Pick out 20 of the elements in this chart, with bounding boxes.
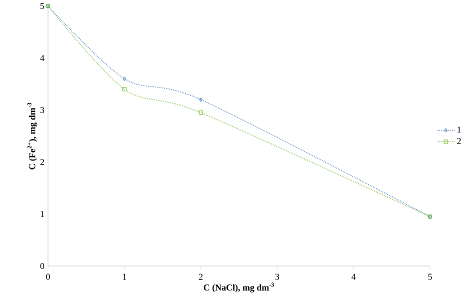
x-tick-label: 3 (275, 274, 280, 280)
point (199, 98, 202, 102)
y-axis-title: C (Fe$^{2+}$), mg dm$^{-3}$ (27, 102, 38, 170)
point (122, 87, 126, 92)
point (198, 110, 203, 115)
point (122, 76, 126, 81)
y-tick-label: 0 (40, 262, 44, 270)
x-tick-label: 4 (352, 274, 356, 280)
x-tick-label: 5 (428, 274, 432, 280)
y-tick-label: 2 (40, 159, 44, 165)
y-tick-label: 4 (40, 55, 44, 61)
x-axis-title: C (NaCl), mg dm$^{-3}$ (204, 282, 274, 292)
legend-label: 2 (457, 138, 461, 144)
x-tick-label: 0 (46, 274, 50, 280)
x-tick-label: 1 (122, 274, 126, 280)
y-tick-label: 5 (40, 3, 44, 9)
y-tick-label: 1 (40, 211, 44, 217)
y-tick-label: 3 (40, 106, 44, 114)
legend-label: 1 (458, 126, 461, 133)
x-tick-label: 2 (198, 274, 203, 280)
